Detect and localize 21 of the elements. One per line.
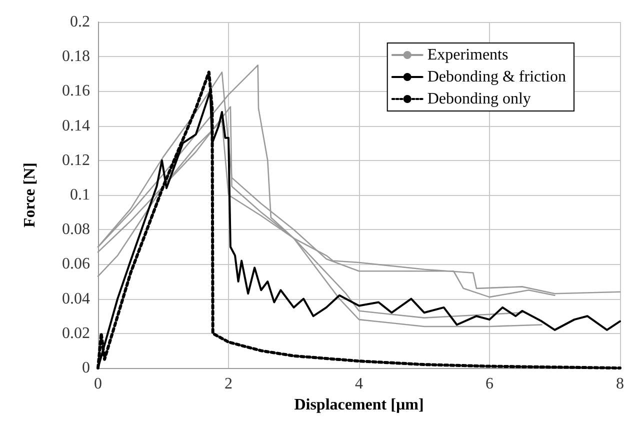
y-tick-label: 0.16	[62, 82, 90, 100]
legend-label: Experiments	[427, 46, 508, 64]
y-tick-label: 0.2	[70, 14, 90, 30]
x-tick-label: 4	[355, 376, 363, 392]
y-tick-label: 0.18	[62, 48, 90, 66]
x-tick-label: 0	[94, 376, 102, 392]
x-axis-title: Displacement [µm]	[294, 396, 424, 414]
y-tick-label: 0	[82, 360, 90, 376]
x-tick-label: 8	[616, 376, 624, 392]
legend-label: Debonding only	[427, 90, 531, 108]
y-tick-label: 0.02	[62, 324, 90, 342]
legend-label: Debonding & friction	[427, 68, 566, 86]
y-tick-label: 0.1	[70, 186, 90, 204]
x-tick-label: 2	[224, 376, 232, 392]
y-axis-title: Force [N]	[22, 162, 38, 228]
y-tick-label: 0.04	[62, 290, 90, 308]
y-tick-label: 0.06	[62, 256, 90, 273]
y-tick-label: 0.12	[62, 152, 90, 169]
y-tick-label: 0.08	[62, 221, 90, 238]
y-tick-label: 0.14	[62, 117, 90, 134]
x-tick-label: 6	[486, 376, 494, 392]
